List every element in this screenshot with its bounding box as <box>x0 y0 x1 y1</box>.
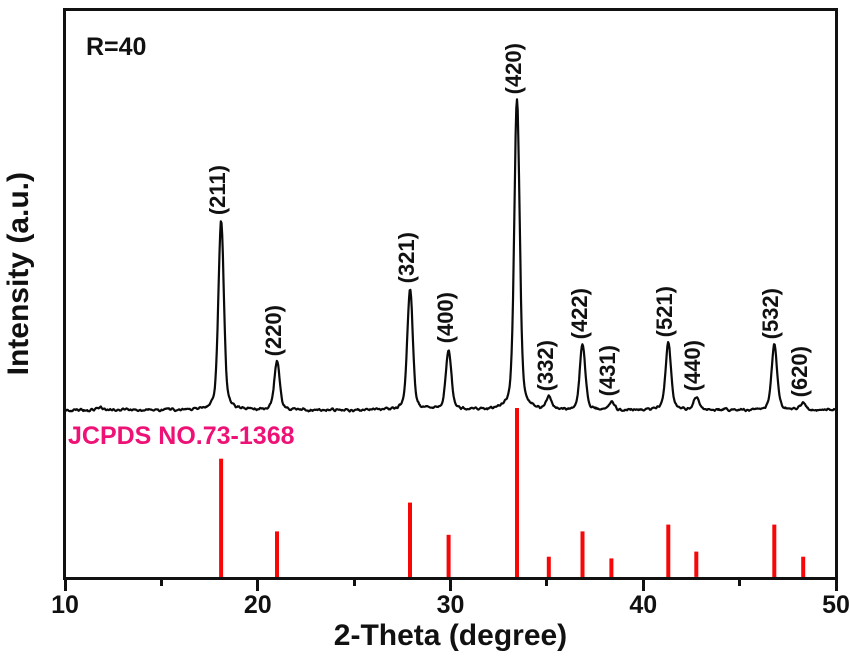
x-major-tick <box>449 578 452 591</box>
plot-area <box>63 8 838 580</box>
sample-annotation: R=40 <box>86 33 147 61</box>
peak-label-420: (420) <box>500 42 526 94</box>
x-minor-tick <box>738 578 742 586</box>
x-minor-tick <box>159 578 163 586</box>
reference-stick <box>666 524 671 577</box>
peak-label-532: (532) <box>758 287 784 339</box>
xrd-curve <box>66 98 835 413</box>
x-major-tick <box>641 578 645 591</box>
x-tick-label-30: 30 <box>436 591 465 619</box>
x-minor-tick <box>545 578 549 586</box>
x-tick-label-50: 50 <box>822 591 850 619</box>
peak-label-620: (620) <box>787 346 813 398</box>
reference-stick <box>546 556 551 577</box>
reference-stick <box>694 551 699 577</box>
peak-label-332: (332) <box>532 340 558 392</box>
reference-stick <box>580 531 585 577</box>
xrd-plot-svg <box>66 98 835 577</box>
peak-label-440: (440) <box>680 339 706 391</box>
reference-stick <box>609 558 614 577</box>
x-minor-tick <box>352 578 356 586</box>
x-major-tick <box>256 578 260 591</box>
x-tick-label-20: 20 <box>243 591 272 619</box>
peak-label-521: (521) <box>652 285 678 338</box>
y-axis-title: Intensity (a.u.) <box>2 172 35 376</box>
peak-label-220: (220) <box>261 304 287 356</box>
reference-stick <box>275 531 279 577</box>
peak-label-211: (211) <box>205 164 231 215</box>
x-tick-label-10: 10 <box>51 591 79 619</box>
peak-label-400: (400) <box>432 292 458 344</box>
reference-stick <box>801 556 806 577</box>
reference-stick <box>408 502 412 577</box>
reference-stick <box>772 524 777 577</box>
peak-label-431: (431) <box>595 344 621 397</box>
reference-stick <box>515 408 519 577</box>
peak-label-321: (321) <box>394 231 420 284</box>
reference-stick <box>219 458 224 577</box>
jcpds-reference-label: JCPDS NO.73-1368 <box>68 422 295 450</box>
x-tick-label-40: 40 <box>629 591 658 619</box>
reference-stick <box>446 534 451 577</box>
x-major-tick <box>834 578 838 591</box>
peak-label-422: (422) <box>566 287 592 339</box>
x-major-tick <box>63 578 67 591</box>
x-axis-title: 2-Theta (degree) <box>333 619 568 652</box>
